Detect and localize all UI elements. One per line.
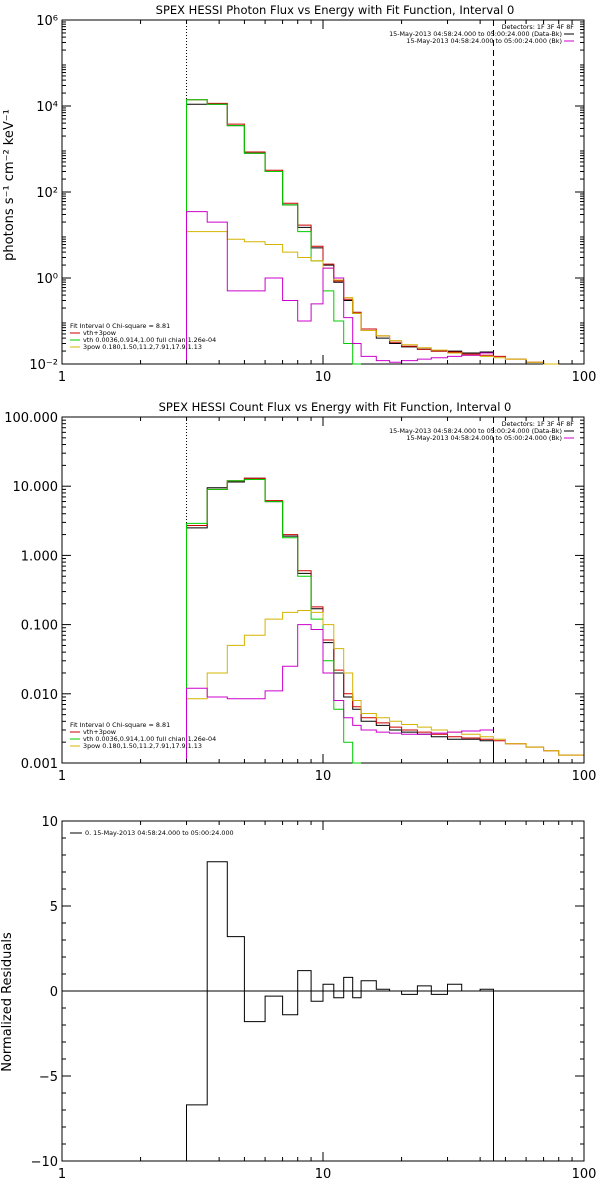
x-tick-label: 1 <box>58 769 66 784</box>
legend-top-right-entry: 15-May-2013 04:58:24.000 to 05:00:24.000… <box>406 434 562 442</box>
residuals-y-label: Normalized Residuals <box>0 932 15 1072</box>
legend-fit-entry: vth+3pow <box>83 329 116 337</box>
x-tick-label: 1 <box>58 1167 66 1182</box>
legend-detectors-header: Detectors: 1F 3F 4F 8F <box>502 23 575 31</box>
y-tick-label: 0 <box>50 985 58 1000</box>
y-tick-label: 5 <box>50 900 58 915</box>
y-tick-label: 0.010 <box>21 688 58 703</box>
photon-flux-y-label: photons s⁻¹ cm⁻² keV⁻¹ <box>2 109 17 261</box>
x-tick-label: 10 <box>315 769 332 784</box>
series-power_law-line <box>186 231 559 365</box>
legend-fit-header: Fit Interval 0 Chi-square = 8.81 <box>70 322 170 330</box>
y-tick-label: −5 <box>39 1070 58 1085</box>
photon-flux-panel: SPEX HESSI Photon Flux vs Energy with Fi… <box>2 3 596 385</box>
photon-flux-title: SPEX HESSI Photon Flux vs Energy with Fi… <box>156 3 515 17</box>
x-tick-label: 100 <box>572 370 597 385</box>
x-tick-label: 10 <box>315 1167 332 1182</box>
legend-fit-header: Fit Interval 0 Chi-square = 8.81 <box>70 721 170 729</box>
residuals-panel: Normalized Residuals 1 10 100 −10 −5 0 5 10 0. … <box>0 815 596 1182</box>
y-tick-label: 10⁰ <box>36 272 58 287</box>
y-tick-label: 1.000 <box>21 549 58 564</box>
legend-top-right-entry: 15-May-2013 04:58:24.000 to 05:00:24.000… <box>389 427 562 435</box>
y-tick-label: 10 <box>41 815 58 830</box>
legend-fit-entry: vth 0.0036,0.914,1.00 full chian 1.26e-0… <box>83 336 216 344</box>
y-tick-label: −10 <box>31 1155 58 1170</box>
y-tick-label: 10⁻² <box>29 358 58 373</box>
y-tick-label: 0.001 <box>21 757 58 772</box>
y-tick-label: 10⁴ <box>36 100 58 115</box>
series-bk_subtracted-line <box>186 211 494 364</box>
x-tick-label: 100 <box>572 769 597 784</box>
count-flux-panel: SPEX HESSI Count Flux vs Energy with Fit… <box>4 400 596 784</box>
y-tick-label: 10⁶ <box>36 14 58 29</box>
legend-fit-entry: 3pow 0.180,1.50,11.2,7.91,17.9,1.13 <box>83 742 202 750</box>
legend-top-right-entry: 15-May-2013 04:58:24.000 to 05:00:24.000… <box>406 37 562 45</box>
legend-fit-entry: 3pow 0.180,1.50,11.2,7.91,17.9,1.13 <box>83 343 202 351</box>
y-tick-label: 0.100 <box>21 619 58 634</box>
x-tick-label: 1 <box>58 370 66 385</box>
count-flux-title: SPEX HESSI Count Flux vs Energy with Fit… <box>159 400 512 414</box>
legend-fit-entry: vth+3pow <box>83 728 116 736</box>
series-thermal-line <box>186 99 362 365</box>
y-tick-label: 10² <box>36 186 58 201</box>
legend-top-right-entry: 15-May-2013 04:58:24.000 to 05:00:24.000… <box>389 30 562 38</box>
series-residuals-line <box>186 861 494 1161</box>
x-tick-label: 10 <box>315 370 332 385</box>
legend-fit-entry: vth 0.0036,0.914,1.00 full chian 1.26e-0… <box>83 735 216 743</box>
x-tick-label: 100 <box>572 1167 597 1182</box>
legend-detectors-header: Detectors: 1F 3F 4F 8F <box>502 420 575 428</box>
y-tick-label: 10.000 <box>13 480 59 495</box>
series-power_law-line <box>186 610 584 763</box>
y-tick-label: 100.000 <box>4 411 58 426</box>
series-bk_subtracted-line <box>186 624 494 763</box>
legend-residual-entry: 0. 15-May-2013 04:58:24.000 to 05:00:24.… <box>85 829 234 837</box>
